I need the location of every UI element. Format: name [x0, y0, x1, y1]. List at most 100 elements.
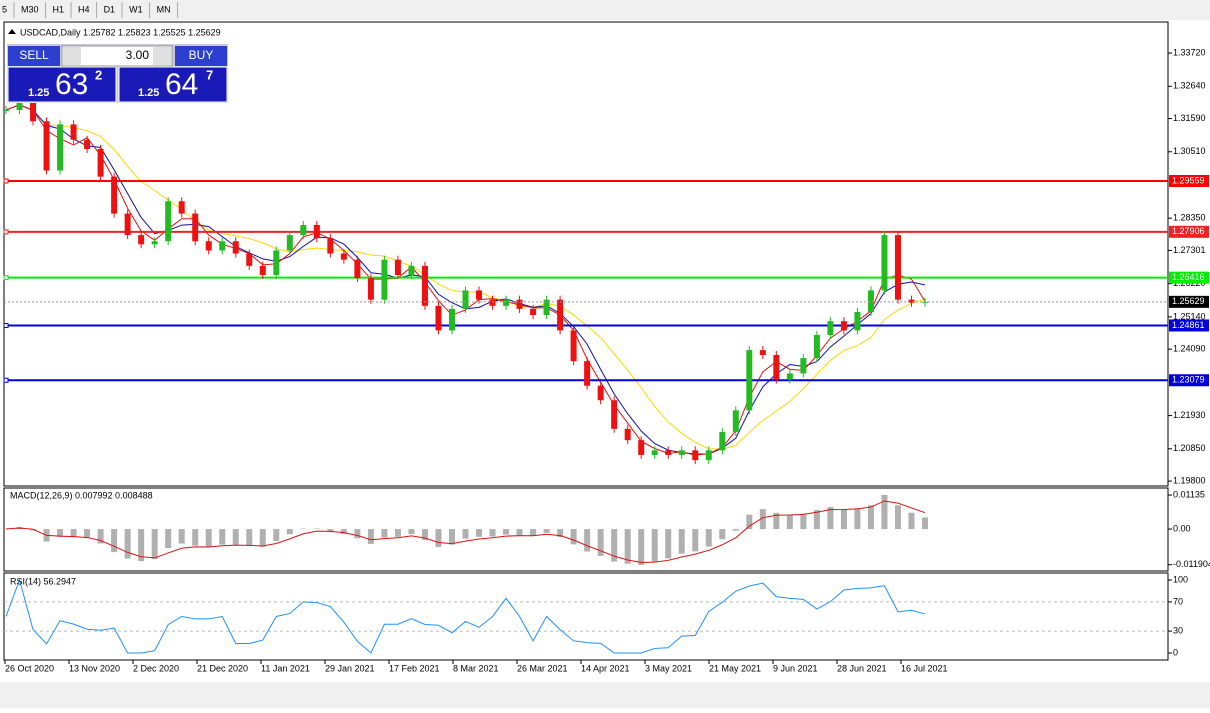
candle — [111, 177, 117, 214]
candle — [625, 429, 631, 440]
y-tick-label: 1.31590 — [1173, 113, 1206, 123]
macd-bar — [746, 515, 752, 529]
candle — [422, 266, 428, 306]
bid-sup: 2 — [95, 67, 102, 82]
macd-bar — [854, 508, 860, 529]
macd-bar — [787, 515, 793, 529]
candle — [273, 250, 279, 275]
level-label: 1.26416 — [1172, 272, 1205, 282]
candle — [665, 450, 671, 455]
buy-label[interactable]: BUY — [189, 48, 214, 62]
macd-bar — [544, 529, 550, 533]
macd-bar — [881, 495, 887, 529]
x-tick-label: 26 Oct 2020 — [5, 663, 54, 673]
macd-bar — [152, 529, 158, 559]
macd-bar — [463, 529, 469, 539]
level-handle[interactable] — [4, 230, 8, 234]
x-tick-label: 29 Jan 2021 — [325, 663, 375, 673]
candle — [800, 358, 806, 373]
x-tick-label: 2 Dec 2020 — [133, 663, 179, 673]
candle — [746, 350, 752, 410]
level-handle[interactable] — [4, 276, 8, 280]
candle — [517, 300, 523, 309]
timeframe-button[interactable]: 5 — [2, 4, 7, 14]
candle — [395, 260, 401, 275]
timeframe-button[interactable]: H4 — [78, 4, 90, 14]
candle — [584, 361, 590, 386]
y-tick-label: 1.32640 — [1173, 81, 1206, 91]
candle — [44, 121, 50, 170]
macd-bar — [273, 529, 279, 541]
macd-bar — [192, 529, 198, 546]
macd-bar — [895, 505, 901, 529]
candle — [260, 266, 266, 275]
rsi-label: RSI(14) 56.2947 — [10, 576, 76, 586]
candle — [598, 386, 604, 400]
chart-header: USDCAD,Daily 1.25782 1.25823 1.25525 1.2… — [20, 27, 221, 37]
y-tick-label: 1.27301 — [1173, 245, 1206, 255]
x-tick-label: 14 Apr 2021 — [581, 663, 630, 673]
lot-up[interactable] — [153, 47, 171, 65]
x-tick-label: 26 Mar 2021 — [517, 663, 568, 673]
candle — [706, 450, 712, 460]
candle — [71, 124, 77, 139]
x-tick-label: 21 May 2021 — [709, 663, 761, 673]
level-handle[interactable] — [4, 179, 8, 183]
level-handle[interactable] — [4, 323, 8, 327]
candle — [490, 300, 496, 306]
macd-bar — [287, 529, 293, 534]
x-tick-label: 21 Dec 2020 — [197, 663, 248, 673]
timeframe-button[interactable]: MN — [157, 4, 171, 14]
macd-bar — [530, 529, 536, 536]
macd-bar — [206, 529, 212, 547]
candle — [571, 330, 577, 361]
macd-bar — [571, 529, 577, 544]
timeframe-button[interactable]: W1 — [129, 4, 143, 14]
macd-bar — [246, 529, 252, 546]
candle — [787, 373, 793, 379]
macd-bar — [449, 529, 455, 545]
candle — [125, 214, 131, 236]
y-tick-label: 0 — [1173, 647, 1178, 657]
macd-bar — [354, 529, 360, 538]
y-tick-label: 70 — [1173, 596, 1183, 606]
macd-bar — [503, 529, 509, 535]
level-label: 1.29559 — [1172, 175, 1205, 185]
sell-label[interactable]: SELL — [19, 48, 49, 62]
candle — [814, 335, 820, 358]
candle — [773, 355, 779, 380]
macd-bar — [408, 529, 414, 534]
y-tick-label: 0.01135 — [1173, 489, 1205, 499]
level-handle[interactable] — [4, 378, 8, 382]
y-tick-label: 1.24090 — [1173, 344, 1206, 354]
timeframe-button[interactable]: H1 — [53, 4, 65, 14]
macd-bar — [125, 529, 131, 558]
timeframe-button[interactable]: D1 — [104, 4, 116, 14]
candle — [179, 201, 185, 213]
candle — [165, 201, 171, 241]
y-tick-label: 1.19800 — [1173, 475, 1206, 485]
tab-bar — [0, 682, 1210, 708]
lot-down[interactable] — [63, 47, 81, 65]
candle — [435, 306, 441, 331]
y-tick-label: 1.20850 — [1173, 443, 1206, 453]
candle — [557, 300, 563, 331]
y-tick-label: 0.00 — [1173, 523, 1191, 533]
macd-bar — [71, 529, 77, 537]
ask-prefix: 1.25 — [138, 87, 159, 99]
level-label: 1.23079 — [1172, 375, 1205, 385]
candle — [679, 450, 685, 455]
macd-bar — [679, 529, 685, 554]
candle — [841, 321, 847, 330]
macd-bar — [368, 529, 374, 544]
macd-bar — [165, 529, 171, 548]
bid-prefix: 1.25 — [28, 87, 49, 99]
timeframe-button[interactable]: M30 — [21, 4, 39, 14]
candle — [30, 100, 36, 122]
macd-bar — [665, 529, 671, 558]
candle — [530, 309, 536, 315]
bid-big: 63 — [55, 68, 88, 101]
lot-value[interactable]: 3.00 — [126, 48, 150, 62]
candle — [760, 350, 766, 355]
